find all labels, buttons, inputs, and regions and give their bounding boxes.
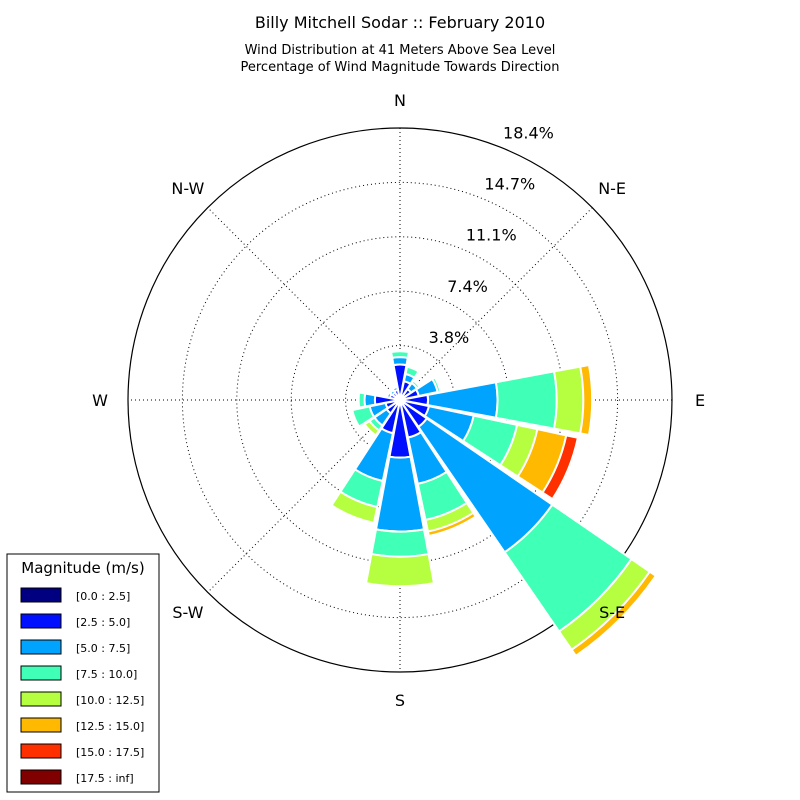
direction-label: N — [394, 91, 406, 110]
windrose-bar-segment — [494, 370, 558, 430]
direction-label: S-E — [599, 603, 625, 622]
windrose-bar-segment — [552, 365, 585, 435]
windrose-bar-segment — [363, 419, 381, 437]
direction-label: S-W — [172, 603, 203, 622]
legend-items: [0.0 : 2.5] [2.5 : 5.0] [5.0 : 7.5] [7.5 : … — [20, 587, 144, 785]
grid-ring — [290, 290, 510, 510]
windrose-bar-segment — [426, 511, 478, 538]
legend-swatch — [20, 639, 62, 655]
radial-tick-label: 11.1% — [466, 226, 517, 245]
legend-swatch — [20, 717, 62, 733]
legend-label: [10.0 : 12.5] — [76, 694, 144, 707]
chart-subtitle-line-2: Percentage of Wind Magnitude Towards Dir… — [240, 60, 559, 75]
windrose-bar-segment — [389, 350, 411, 360]
axis-labels: N N-E E S-E S S-W W N-W 3.8% 7.4% 11.1% 14.7% 18.4% — [92, 91, 705, 710]
chart-title: Billy Mitchell Sodar :: February 2010 — [255, 13, 545, 32]
legend-swatch — [20, 691, 62, 707]
radial-tick-label: 14.7% — [484, 175, 535, 194]
legend-swatch — [20, 665, 62, 681]
direction-label: S — [395, 691, 405, 710]
legend-swatch — [20, 613, 62, 629]
legend-label: [15.0 : 17.5] — [76, 746, 144, 759]
windrose-bar-segment — [433, 375, 444, 393]
legend-label: [12.5 : 15.0] — [76, 720, 144, 733]
legend-label: [2.5 : 5.0] — [76, 616, 130, 629]
legend: Magnitude (m/s) [0.0 : 2.5] [2.5 : 5.0] [5… — [6, 553, 160, 793]
windrose-bars — [330, 350, 658, 658]
direction-label: E — [695, 391, 705, 410]
windrose-bar-segment — [384, 390, 391, 399]
direction-label: N-E — [598, 179, 626, 198]
legend-swatch — [20, 587, 62, 603]
outer-circle — [127, 127, 673, 673]
legend-label: [7.5 : 10.0] — [76, 668, 137, 681]
windrose-bar-segment — [390, 384, 399, 391]
legend-title: Magnitude (m/s) — [21, 559, 144, 577]
windrose-bar-segment — [330, 490, 379, 525]
windrose-bar-segment — [579, 363, 594, 437]
windrose-bar-segment — [363, 392, 377, 408]
grid-ring — [181, 181, 619, 619]
windrose-bar-segment — [357, 391, 367, 409]
windrose-bar-segment — [364, 552, 436, 588]
direction-label: W — [92, 391, 108, 410]
radial-tick-label: 7.4% — [447, 277, 488, 296]
windrose-bar-segment — [404, 365, 420, 380]
legend-swatch — [20, 769, 62, 785]
legend-label: [17.5 : inf] — [76, 772, 134, 785]
windrose-bar-segment — [570, 570, 658, 658]
windrose-bar-segment — [351, 405, 376, 428]
windrose-bar-segment — [370, 528, 430, 558]
radial-tick-label: 3.8% — [429, 328, 470, 347]
legend-label: [0.0 : 2.5] — [76, 590, 130, 603]
windrose-bar-segment — [541, 434, 580, 501]
radial-tick-label: 18.4% — [503, 123, 554, 142]
chart-subtitle-line-1: Wind Distribution at 41 Meters Above Sea… — [245, 43, 556, 58]
direction-label: N-W — [171, 179, 204, 198]
legend-swatch — [20, 743, 62, 759]
legend-label: [5.0 : 7.5] — [76, 642, 130, 655]
